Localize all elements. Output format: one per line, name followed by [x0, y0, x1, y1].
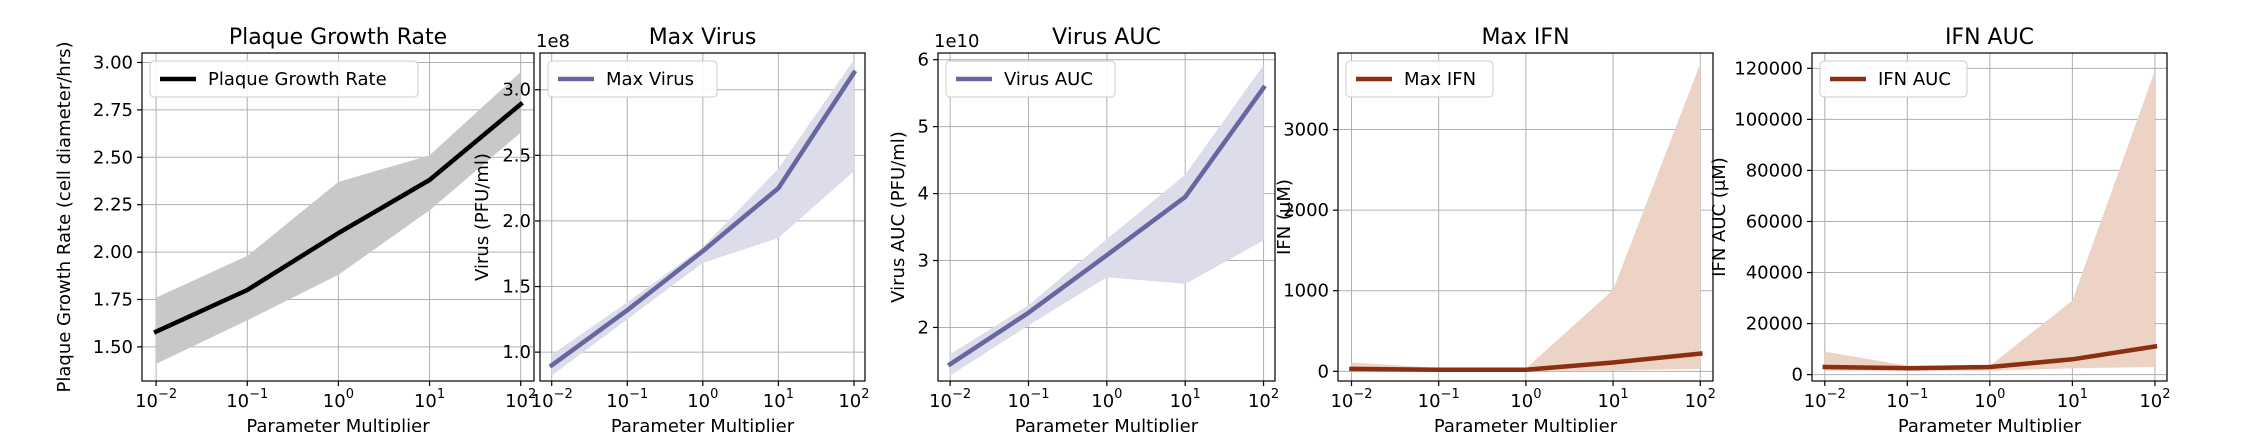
x-tick-label: 10−2 [1330, 387, 1372, 412]
y-tick-label: 2000 [1283, 200, 1329, 221]
x-tick-label: 102 [505, 387, 536, 412]
y-tick-label: 2.50 [93, 147, 133, 168]
chart-title: Max IFN [1481, 25, 1569, 50]
x-tick-label: 100 [687, 387, 718, 412]
y-tick-label: 40000 [1746, 263, 1803, 284]
x-tick-label: 102 [838, 387, 869, 412]
axis-offset-label: 1e10 [934, 31, 979, 52]
y-tick-label: 1.75 [93, 289, 133, 310]
y-tick-label: 1.5 [502, 277, 531, 298]
y-tick-label: 3.00 [93, 52, 133, 73]
x-tick-label: 100 [1974, 387, 2005, 412]
series-line [1349, 351, 1703, 372]
y-tick-label: 2.00 [93, 242, 133, 263]
x-tick-label: 101 [2057, 387, 2088, 412]
legend-label: Virus AUC [1004, 69, 1093, 90]
y-tick-label: 3000 [1283, 120, 1329, 141]
legend-box [1819, 60, 1968, 98]
legend-box [1345, 60, 1494, 98]
x-tick-label: 10−1 [1418, 387, 1460, 412]
confidence-band [1351, 63, 1701, 371]
y-tick-label: 5 [918, 117, 929, 138]
x-tick-label: 10−1 [1007, 387, 1049, 412]
y-tick-label: 120000 [1734, 58, 1803, 79]
y-tick-label: 3 [918, 251, 929, 272]
legend-box [945, 60, 1116, 98]
chart-title: Max Virus [649, 25, 757, 50]
chart-panel: 10−2 10−1 100 101 102 2 3 4 5 6 Virus AUC Parameter… [888, 25, 1279, 432]
x-axis-label: Parameter Multiplier [1015, 416, 1199, 432]
x-tick-label: 100 [323, 387, 354, 412]
y-tick-label: 100000 [1734, 109, 1803, 130]
x-tick-label: 101 [414, 387, 445, 412]
chart-title: IFN AUC [1945, 25, 2034, 50]
x-tick-label: 10−1 [606, 387, 648, 412]
y-tick-label: 2.0 [502, 211, 531, 232]
chart-title: Plaque Growth Rate [229, 25, 447, 50]
y-tick-label: 2.25 [93, 195, 133, 216]
x-tick-label: 100 [1091, 387, 1122, 412]
series-line [548, 69, 858, 369]
series-line [153, 101, 524, 335]
chart-panel: 10−2 10−1 100 101 102 0 20000 40000 60000 80000 10… [1709, 25, 2171, 432]
x-tick-label: 101 [763, 387, 794, 412]
x-tick-label: 102 [1248, 387, 1279, 412]
chart-panel: 10−2 10−1 100 101 102 1.50 1.75 2.00 2.25 2.50 2.7… [54, 25, 536, 432]
x-tick-label: 10−2 [1804, 387, 1846, 412]
y-tick-label: 2 [918, 317, 929, 338]
y-axis-label: Virus AUC (PFU/ml) [888, 131, 909, 303]
x-tick-label: 10−2 [929, 387, 971, 412]
y-tick-label: 2.75 [93, 100, 133, 121]
y-axis-label: IFN (μM) [1274, 179, 1295, 255]
legend-label: IFN AUC [1878, 69, 1951, 90]
legend-label: Plaque Growth Rate [208, 69, 387, 90]
y-tick-label: 0 [1792, 365, 1803, 386]
y-axis-label: Plaque Growth Rate (cell diameter/hrs) [54, 42, 75, 393]
axis-offset-label: 1e8 [536, 31, 570, 52]
x-axis-label: Parameter Multiplier [611, 416, 795, 432]
y-tick-label: 0 [1318, 361, 1329, 382]
x-tick-label: 10−1 [226, 387, 268, 412]
x-tick-label: 100 [1510, 387, 1541, 412]
legend-label: Max Virus [606, 69, 694, 90]
x-axis-label: Parameter Multiplier [246, 416, 430, 432]
y-axis-label: IFN AUC (μM) [1709, 157, 1730, 277]
chart-title: Virus AUC [1052, 25, 1161, 50]
legend-box [149, 60, 419, 98]
y-tick-label: 6 [918, 50, 929, 71]
x-tick-label: 101 [1597, 387, 1628, 412]
confidence-band [1824, 70, 2155, 371]
y-tick-label: 1.0 [502, 342, 531, 363]
chart-panel: 10−2 10−1 100 101 102 0 1000 2000 3000 Max IFN Par… [1274, 25, 1716, 432]
y-tick-label: 3.0 [502, 80, 531, 101]
legend-box [547, 60, 718, 98]
x-tick-label: 102 [1685, 387, 1716, 412]
y-tick-label: 20000 [1746, 314, 1803, 335]
x-tick-label: 10−2 [531, 387, 573, 412]
series-line [1822, 343, 2158, 371]
x-tick-label: 10−1 [1886, 387, 1928, 412]
series-line [946, 84, 1267, 368]
x-tick-label: 102 [2139, 387, 2170, 412]
chart-panel: 10−2 10−1 100 101 102 1.0 1.5 2.0 2.5 3.0 Max Viru… [472, 25, 870, 432]
y-tick-label: 1000 [1283, 281, 1329, 302]
x-tick-label: 101 [1170, 387, 1201, 412]
x-axis-label: Parameter Multiplier [1434, 416, 1618, 432]
x-axis-label: Parameter Multiplier [1898, 416, 2082, 432]
y-tick-label: 4 [918, 184, 929, 205]
y-tick-label: 2.5 [502, 145, 531, 166]
y-axis-label: Virus (PFU/ml) [472, 153, 493, 281]
legend-label: Max IFN [1404, 69, 1476, 90]
y-tick-label: 60000 [1746, 211, 1803, 232]
y-tick-label: 80000 [1746, 160, 1803, 181]
x-tick-label: 10−2 [135, 387, 177, 412]
y-tick-label: 1.50 [93, 337, 133, 358]
